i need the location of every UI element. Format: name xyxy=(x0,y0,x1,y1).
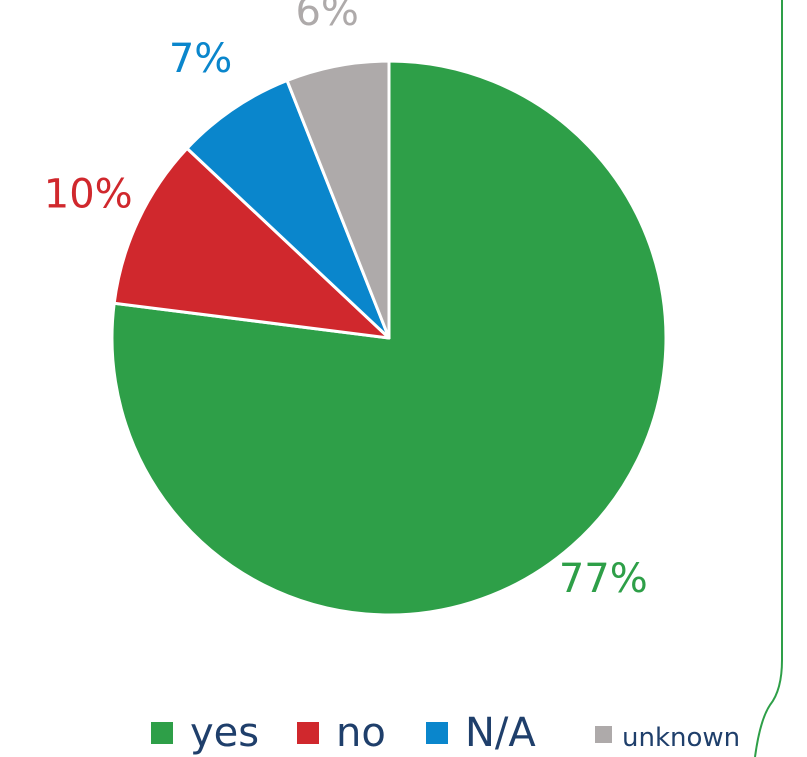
pie-labels: 77% 10% 7% 6% xyxy=(44,0,648,602)
legend-swatch-na xyxy=(426,722,448,744)
legend-item-na: N/A xyxy=(426,710,536,756)
pie-label-n-a: 7% xyxy=(169,36,232,82)
pie-label-yes: 77% xyxy=(559,556,648,602)
legend-swatch-no xyxy=(297,722,319,744)
legend-label-yes: yes xyxy=(190,710,259,756)
pie-slice-unknown xyxy=(285,59,391,340)
legend-label-na: N/A xyxy=(465,710,536,756)
legend-swatch-yes xyxy=(151,722,173,744)
legend-label-unknown: unknown xyxy=(622,723,740,753)
chart-frame-border xyxy=(754,0,783,757)
legend: yes no N/A unknown xyxy=(151,710,740,756)
legend-item-yes: yes xyxy=(151,710,259,756)
pie-slice-no xyxy=(112,146,391,340)
legend-item-unknown: unknown xyxy=(595,723,740,753)
pie-label-no: 10% xyxy=(44,171,133,217)
pie-slice-n-a xyxy=(185,78,391,340)
legend-swatch-unknown xyxy=(595,726,612,743)
pie-label-unknown: 6% xyxy=(295,0,358,35)
pie-slices xyxy=(110,59,668,617)
legend-label-no: no xyxy=(336,710,386,756)
legend-item-no: no xyxy=(297,710,386,756)
